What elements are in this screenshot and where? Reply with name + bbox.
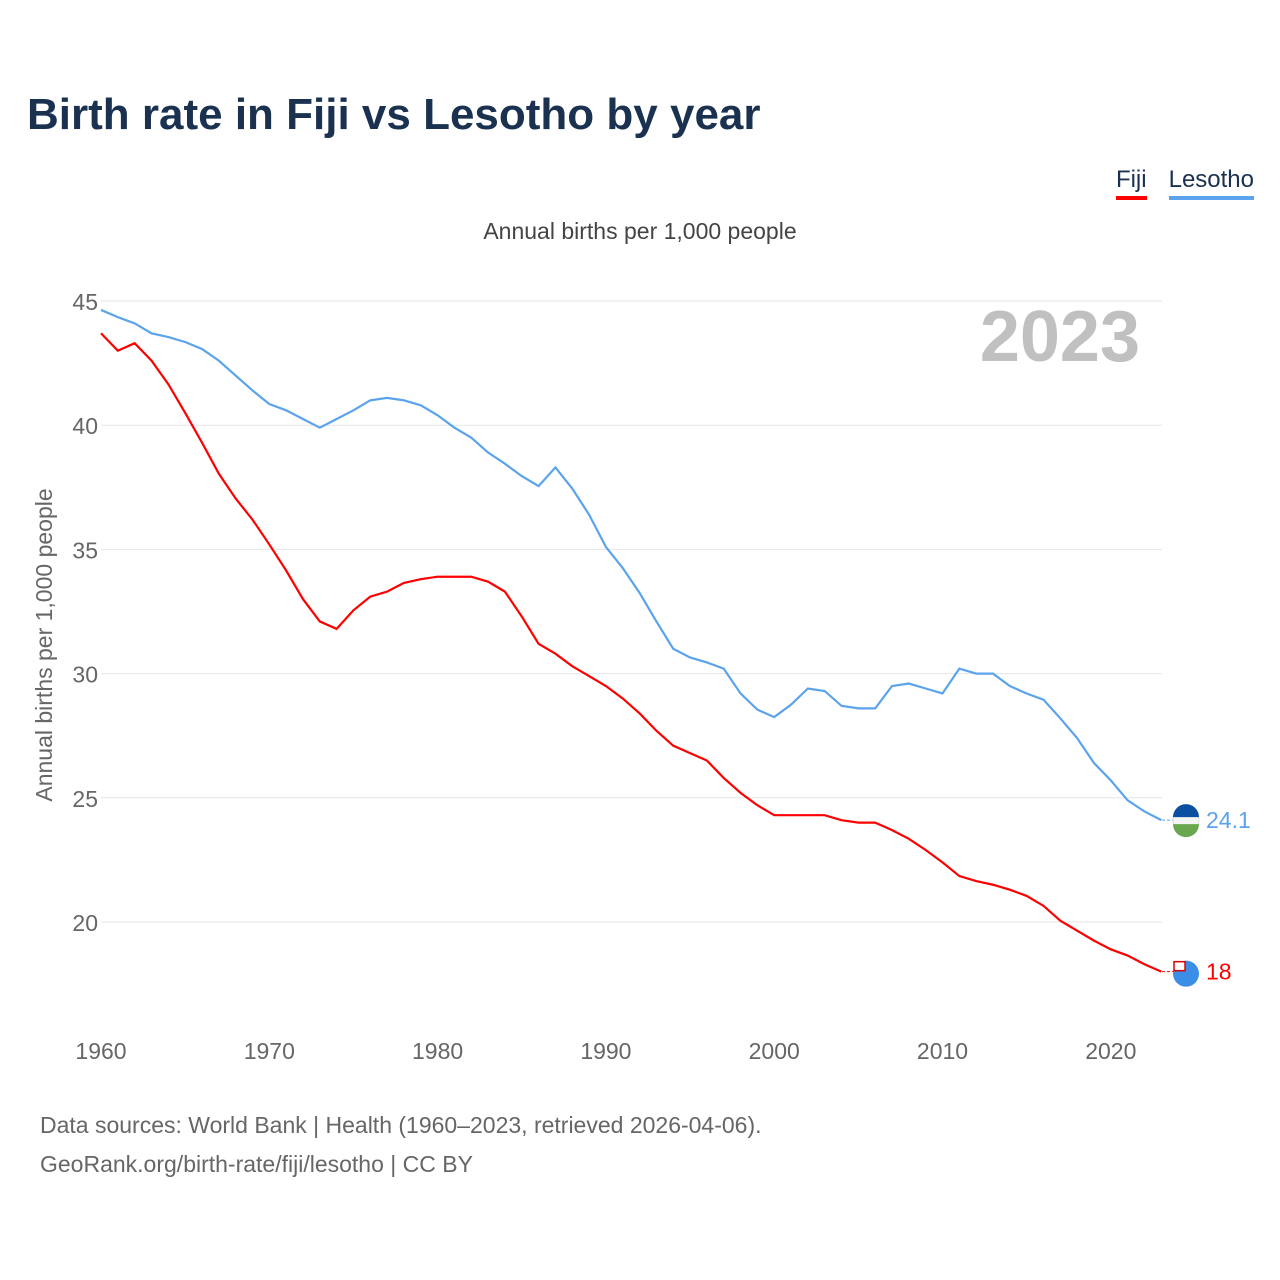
end-value-label: 24.1 [1206,807,1251,833]
chart-subtitle: Annual births per 1,000 people [483,218,797,244]
fiji-flag-union [1173,960,1186,972]
lesotho-flag-blue [1173,804,1199,818]
y-tick-label: 30 [72,662,98,688]
x-tick-label: 1970 [244,1038,295,1064]
x-tick-label: 2000 [749,1038,800,1064]
x-tick-label: 1960 [75,1038,126,1064]
x-tick-label: 1980 [412,1038,463,1064]
source-text: Data sources: World Bank | Health (1960–… [40,1112,762,1138]
lesotho-flag-green [1173,824,1199,838]
y-tick-label: 40 [72,413,98,439]
y-tick-label: 35 [72,537,98,563]
series-line-lesotho [100,308,1162,822]
year-label: 2023 [980,297,1140,377]
source-link[interactable]: GeoRank.org/birth-rate/fiji/lesotho | CC… [40,1151,473,1177]
legend-item-lesotho[interactable]: Lesotho [1168,166,1254,200]
footer: Data sources: World Bank | Health (1960–… [40,1106,762,1184]
legend-item-fiji[interactable]: Fiji [1115,166,1147,200]
y-tick-label: 20 [72,910,98,936]
legend: Fiji Lesotho [1115,166,1254,200]
y-tick-label: 25 [72,786,98,812]
x-tick-label: 2020 [1085,1038,1136,1064]
chart-title: Birth rate in Fiji vs Lesotho by year [27,90,761,139]
series-line-fiji [100,332,1162,973]
x-tick-label: 2010 [917,1038,968,1064]
y-tick-label: 45 [72,289,98,315]
x-tick-label: 1990 [580,1038,631,1064]
y-axis-label: Annual births per 1,000 people [31,488,57,801]
end-value-label: 18 [1206,959,1232,985]
